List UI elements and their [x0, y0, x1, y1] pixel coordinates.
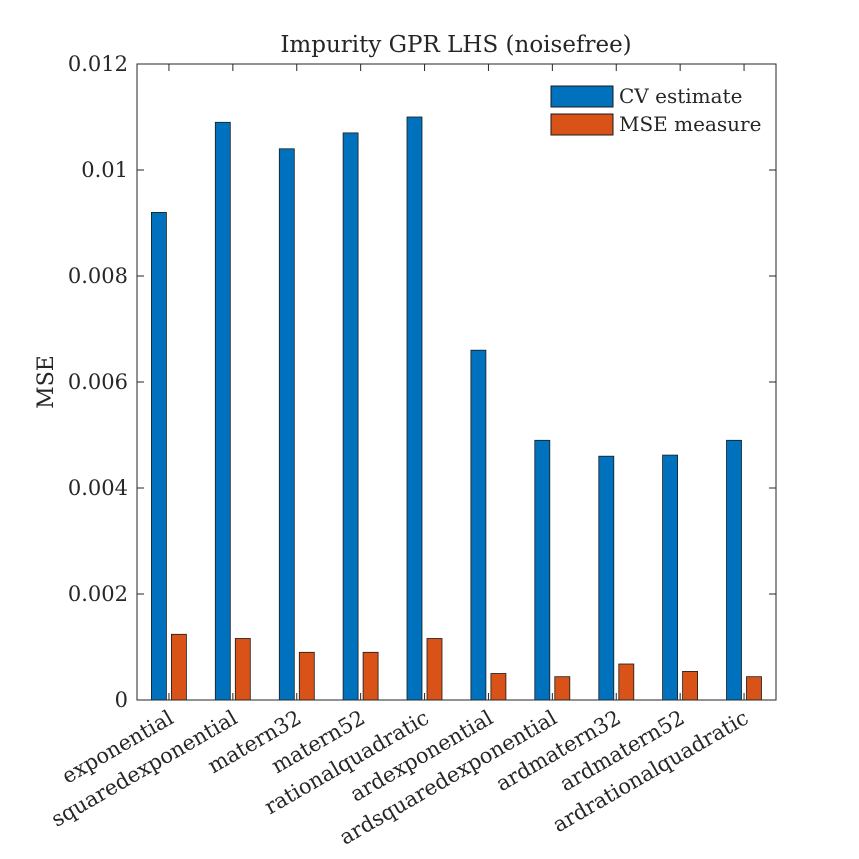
y-tick-label: 0.012 — [68, 52, 128, 76]
bar-cv-estimate-ardexponential — [470, 349, 487, 701]
bar-mse-measure-matern52 — [362, 651, 379, 701]
bar-mse-measure-ardmatern52 — [682, 671, 698, 701]
bar-mse-measure-ardrationalquadratic — [746, 676, 762, 701]
y-axis: 0 0.002 0.004 0.006 0.008 0.01 0.012 — [68, 52, 776, 712]
bar-cv-estimate-ardrationalquadratic — [726, 439, 742, 701]
legend-label-mse-measure: MSE measure — [619, 112, 761, 136]
legend: CV estimate MSE measure — [538, 78, 762, 138]
bar-cv-estimate-ardmatern52 — [662, 454, 678, 701]
plot-frame — [136, 63, 777, 701]
bar-cv-estimate-matern52 — [342, 132, 359, 701]
legend-swatch-cv-estimate — [550, 85, 614, 108]
bar-cv-estimate-matern32 — [278, 148, 295, 701]
bar-mse-measure-exponential — [170, 633, 187, 701]
bar-cv-estimate-rationalquadratic — [406, 116, 423, 701]
bar-cv-estimate-exponential — [150, 211, 167, 701]
y-tick-label: 0.004 — [68, 476, 128, 500]
y-tick-label: 0.006 — [68, 370, 128, 394]
chart-title: Impurity GPR LHS (noisefree) — [280, 32, 631, 58]
y-tick-label: 0.01 — [81, 158, 128, 182]
bar-cv-estimate-ardsquaredexponential — [534, 439, 551, 701]
bar-mse-measure-ardmatern32 — [618, 663, 635, 701]
bar-cv-estimate-squaredexponential — [214, 121, 231, 701]
y-tick-label: 0.002 — [68, 582, 128, 606]
bar-cv-estimate-ardmatern32 — [598, 455, 615, 701]
y-tick-label: 0.008 — [68, 264, 128, 288]
legend-label-cv-estimate: CV estimate — [619, 84, 742, 108]
bar-mse-measure-rationalquadratic — [426, 638, 443, 701]
y-tick-label: 0 — [115, 688, 128, 712]
bar-mse-measure-ardexponential — [490, 673, 507, 701]
bar-mse-measure-ardsquaredexponential — [554, 676, 571, 701]
bar-mse-measure-squaredexponential — [234, 638, 251, 701]
plot-area — [137, 64, 776, 700]
bar-mse-measure-matern32 — [298, 651, 315, 701]
legend-swatch-mse-measure — [550, 113, 614, 136]
y-axis-title: MSE — [34, 355, 59, 409]
bars-group — [150, 116, 762, 701]
